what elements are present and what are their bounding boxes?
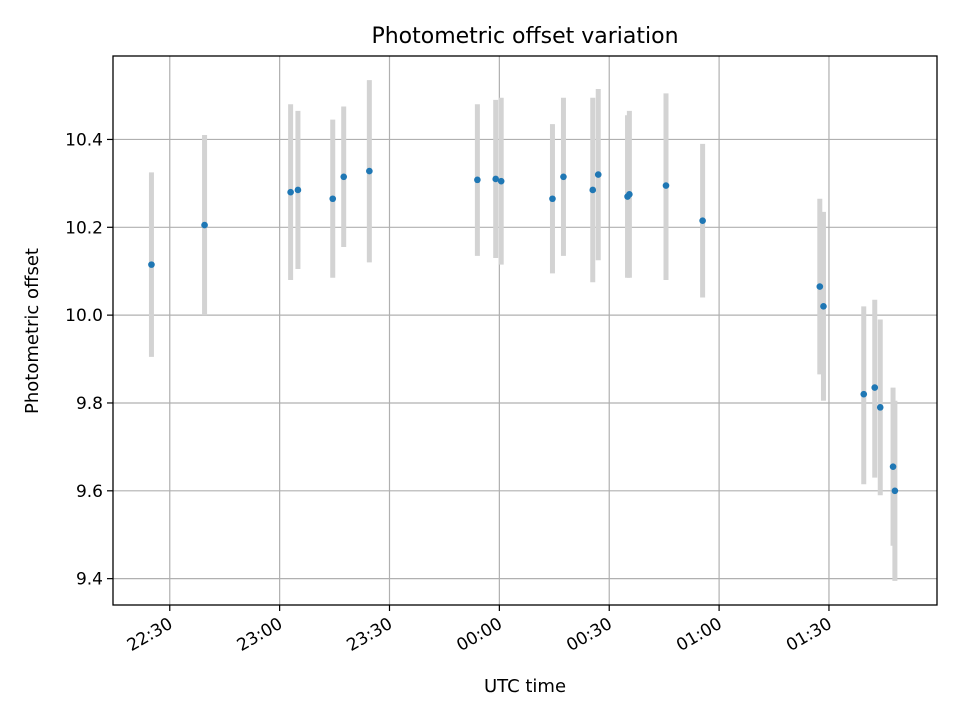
data-point [860,390,868,398]
y-axis-label: Photometric offset [22,248,43,414]
data-point [820,303,827,310]
data-point [474,176,481,184]
y-tick-label: 10.0 [65,306,103,326]
data-point [662,182,670,189]
data-point [492,175,500,183]
data-point [871,384,879,391]
x-axis-label: UTC time [484,676,566,697]
chart-title: Photometric offset variation [371,24,678,49]
data-point [366,167,373,175]
y-tick-label: 10.4 [65,130,103,150]
y-axis-ticks: 9.4 9.6 9.8 10.0 10.2 10.4 [65,130,113,590]
data-point [340,173,348,181]
y-tick-label: 9.6 [76,482,103,502]
data-point [889,463,897,470]
data-point [497,177,505,185]
y-tick-label: 9.8 [76,394,103,414]
data-point [816,283,824,290]
data-point [549,195,556,203]
data-point [148,261,155,268]
data-point [876,404,884,411]
data-point [594,171,602,178]
data-point [589,186,597,194]
data-point [891,487,899,495]
data-point [294,186,302,194]
plot-frame [112,55,938,606]
data-point [560,173,567,181]
data-point [201,221,208,229]
data-point [329,195,337,203]
data-point [626,191,633,198]
y-tick-label: 10.2 [65,218,103,238]
data-point [287,188,294,196]
data-points [148,167,899,495]
grid-lines [113,56,937,605]
y-tick-label: 9.4 [76,570,103,590]
data-point [699,217,706,224]
